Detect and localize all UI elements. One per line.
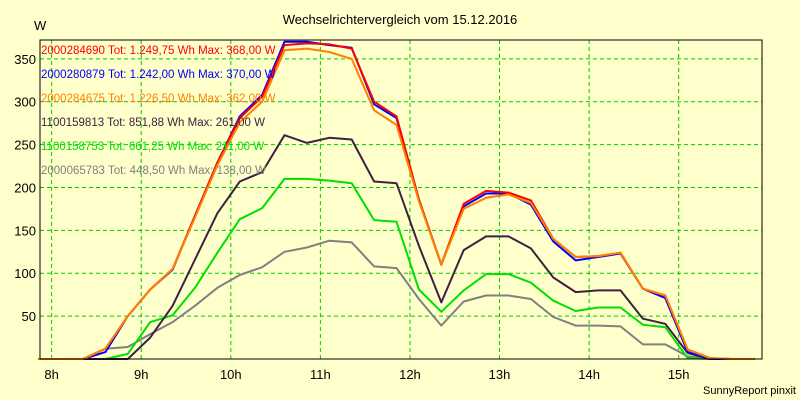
y-tick-label: 300 xyxy=(14,95,36,110)
series-line-2000280879 xyxy=(38,40,755,360)
x-tick-label: 9h xyxy=(134,367,148,382)
y-tick-label: 250 xyxy=(14,138,36,153)
series-line-1100158753 xyxy=(38,177,755,360)
y-tick-label: 350 xyxy=(14,52,36,67)
axis-ticks: 50 100 150 200 250 300 350 8h 9h 10h 11h 12h 13h 14h 1… xyxy=(14,52,689,382)
x-tick-label: 11h xyxy=(310,367,331,382)
footer-credit: SunnyReport pinxit xyxy=(703,385,796,397)
series-line-2000284690 xyxy=(38,42,755,360)
legend-entry-1100159813: 1100159813 Tot: 851,88 Wh Max: 261,00 W xyxy=(41,117,265,129)
plot-frame xyxy=(39,39,763,360)
series-line-1100159813 xyxy=(38,134,755,360)
chart-title: Wechselrichtervergleich vom 15.12.2016 xyxy=(283,12,518,27)
y-tick-label: 200 xyxy=(14,180,36,195)
x-tick-label: 14h xyxy=(578,367,600,382)
x-tick-label: 10h xyxy=(220,367,242,382)
x-tick-label: 12h xyxy=(399,367,421,382)
x-tick-label: 8h xyxy=(44,367,58,382)
legend: 2000284690 Tot: 1.249,75 Wh Max: 368,00 … xyxy=(41,45,276,177)
y-tick-label: 100 xyxy=(14,266,36,281)
grid xyxy=(40,40,762,359)
y-axis-label: W xyxy=(34,18,47,33)
x-tick-label: 13h xyxy=(489,367,511,382)
y-tick-label: 150 xyxy=(14,223,36,238)
legend-entry-1100158753: 1100158753 Tot: 661,25 Wh Max: 211,00 W xyxy=(41,141,264,153)
series-lines xyxy=(38,40,755,360)
y-tick-label: 50 xyxy=(22,309,36,324)
legend-entry-2000284690: 2000284690 Tot: 1.249,75 Wh Max: 368,00 … xyxy=(41,45,276,57)
legend-entry-2000280879: 2000280879 Tot: 1.242,00 Wh Max: 370,00 … xyxy=(41,69,276,81)
legend-entry-2000065783: 2000065783 Tot: 448,50 Wh Max: 138,00 W xyxy=(41,165,266,177)
legend-entry-2000284675: 2000284675 Tot: 1.226,50 Wh Max: 362,00 … xyxy=(41,93,276,105)
x-tick-label: 15h xyxy=(668,367,690,382)
series-line-2000065783 xyxy=(38,239,755,360)
series-line-2000284675 xyxy=(38,47,755,360)
